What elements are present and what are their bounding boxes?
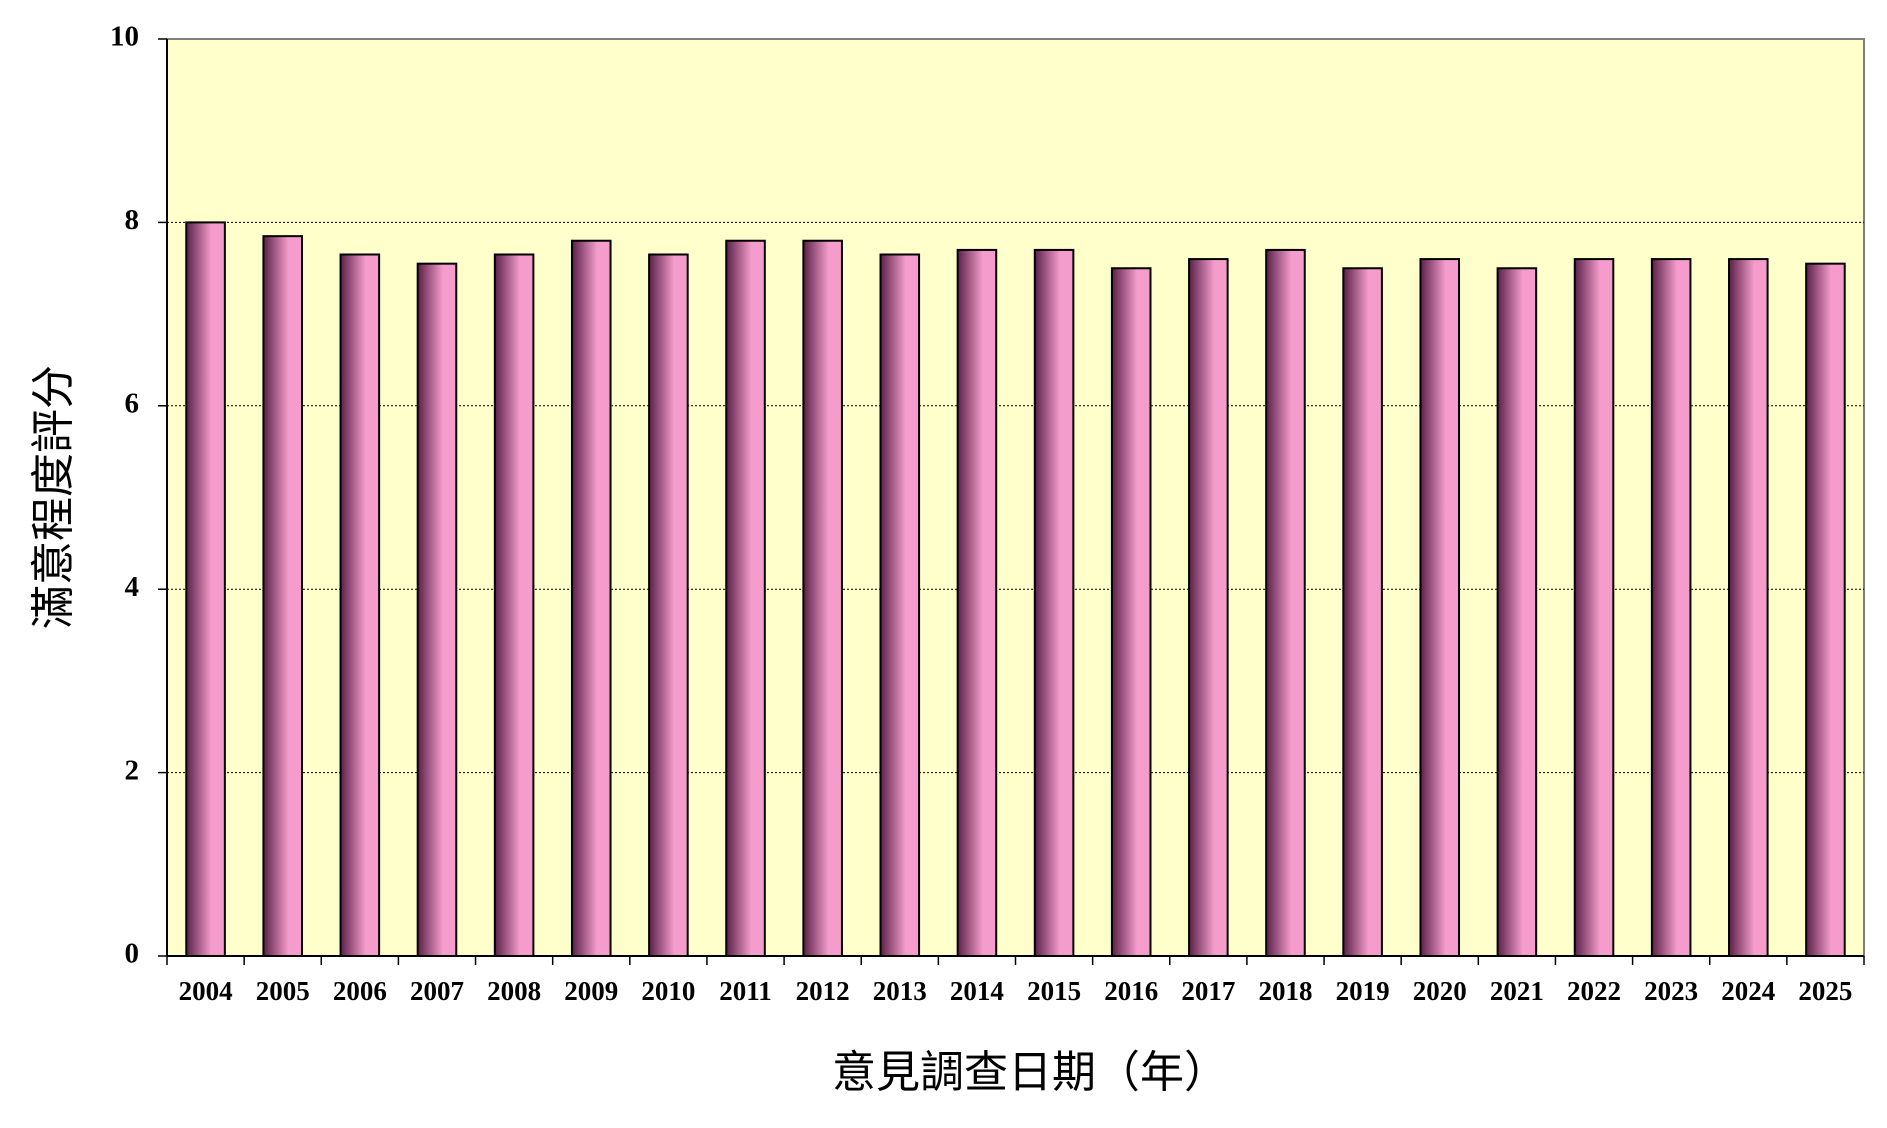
- bar: [879, 253, 921, 957]
- bar: [1110, 267, 1152, 957]
- bar: [493, 253, 535, 957]
- x-tick-label: 2012: [796, 976, 850, 1006]
- x-tick-label: 2015: [1027, 976, 1081, 1006]
- bar: [1342, 267, 1383, 957]
- x-tick-label: 2007: [410, 976, 464, 1006]
- x-tick-label: 2010: [641, 976, 695, 1006]
- y-tick-label: 4: [125, 571, 140, 603]
- x-axis-title: 意見調查日期（年）: [832, 1048, 1228, 1097]
- x-tick-label: 2005: [256, 976, 310, 1006]
- x-tick-label: 2017: [1181, 976, 1235, 1006]
- bar: [1496, 267, 1538, 957]
- bar: [1188, 258, 1229, 957]
- bar: [1805, 262, 1846, 958]
- x-tick-label: 2008: [487, 976, 541, 1006]
- y-tick-label: 10: [110, 21, 139, 53]
- x-tick-label: 2004: [179, 976, 233, 1006]
- x-tick-label: 2024: [1721, 976, 1775, 1006]
- bar: [648, 253, 689, 957]
- x-tick-label: 2016: [1104, 976, 1158, 1006]
- x-tick-label: 2020: [1413, 976, 1467, 1006]
- x-tick-label: 2022: [1567, 976, 1621, 1006]
- x-tick-label: 2019: [1336, 976, 1390, 1006]
- y-tick-label: 8: [125, 204, 140, 236]
- bar: [1728, 258, 1769, 957]
- bar: [725, 239, 766, 958]
- x-tick-label: 2023: [1644, 976, 1698, 1006]
- bar: [1265, 248, 1306, 958]
- x-tick-label: 2025: [1798, 976, 1852, 1006]
- x-tick-label: 2011: [719, 976, 772, 1006]
- bar: [1573, 258, 1615, 957]
- y-tick-label: 2: [125, 754, 140, 786]
- y-tick-label: 6: [125, 387, 140, 419]
- x-tick-label: 2009: [564, 976, 618, 1006]
- x-tick-label: 2013: [873, 976, 927, 1006]
- x-tick-label: 2006: [333, 976, 387, 1006]
- x-tick-label: 2014: [950, 976, 1004, 1006]
- bar: [956, 248, 998, 958]
- y-tick-label: 0: [125, 938, 140, 970]
- x-tick-label: 2018: [1258, 976, 1312, 1006]
- y-axis-title: 滿意程度評分: [29, 365, 78, 629]
- bar: [339, 253, 381, 957]
- bar: [416, 262, 458, 958]
- bar: [570, 239, 612, 958]
- bar: [1650, 258, 1692, 957]
- bar: [1419, 258, 1461, 957]
- bar: [802, 239, 843, 958]
- bar: [1033, 248, 1075, 958]
- x-tick-label: 2021: [1490, 976, 1544, 1006]
- bar: [262, 235, 303, 957]
- bar: [185, 221, 226, 957]
